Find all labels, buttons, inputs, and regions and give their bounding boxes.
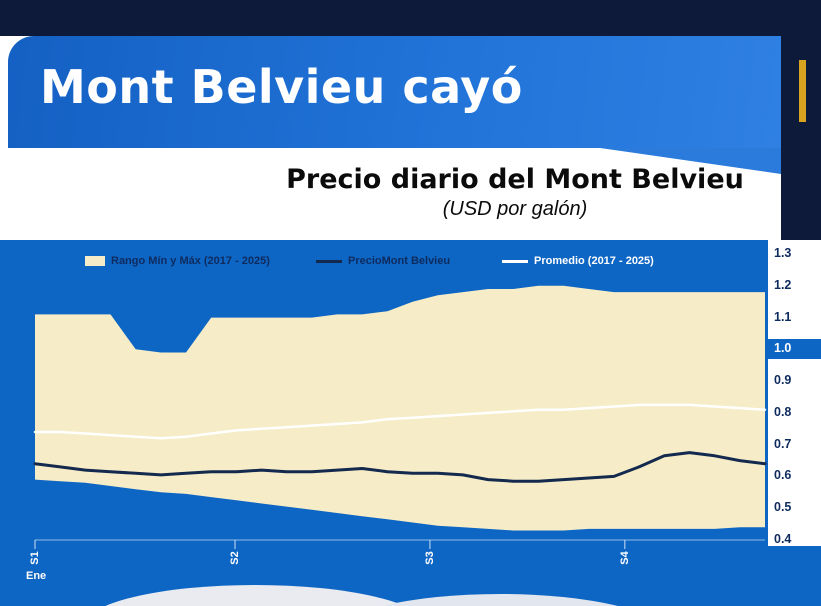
- x-tick-label: S2: [229, 551, 242, 565]
- x-tick-marks: [34, 540, 626, 549]
- y-axis-strip: [768, 240, 821, 546]
- top-bar: [0, 0, 821, 36]
- chart-area: Rango Mín y Máx (2017 - 2025) PrecioMont…: [0, 240, 821, 606]
- range-band-swatch: [85, 256, 105, 266]
- y-tick-label: 0.6: [774, 468, 792, 483]
- y-tick-label: 0.7: [774, 436, 792, 451]
- average-line: [33, 403, 767, 440]
- chart-subtitle: (USD por galón): [442, 198, 588, 220]
- legend-item-price: PrecioMont Belvieu: [316, 254, 450, 268]
- chart-heading: Precio diario del Mont Belvieu (USD por …: [210, 164, 820, 221]
- chart-title: Precio diario del Mont Belvieu: [286, 164, 744, 195]
- header-band: [8, 36, 781, 148]
- y-tick-label: 1.3: [774, 246, 792, 260]
- legend-label-range: Rango Mín y Máx (2017 - 2025): [111, 255, 270, 267]
- month-label: Ene: [26, 570, 47, 582]
- bottom-wave-decoration: [85, 585, 425, 606]
- x-tick-label: S4: [618, 551, 631, 565]
- x-tick-label: S1: [29, 551, 41, 565]
- legend-label-price: PrecioMont Belvieu: [348, 255, 451, 267]
- price-chart: [33, 285, 767, 549]
- y-tick-label: 0.4: [774, 532, 792, 546]
- slide-title: Mont Belvieu cayó: [40, 60, 523, 114]
- y-tick-label: 0.5: [774, 500, 792, 515]
- x-tick-label: S3: [423, 551, 436, 565]
- legend-item-range: Rango Mín y Máx (2017 - 2025): [85, 254, 270, 268]
- y-tick-label: 1.0: [774, 341, 792, 356]
- legend-item-average: Promedio (2017 - 2025): [502, 254, 654, 268]
- y-axis-highlight-band: [765, 339, 821, 360]
- y-tick-label: 0.9: [774, 373, 792, 388]
- y-tick-label: 1.1: [774, 309, 792, 324]
- average-line-swatch: [502, 259, 528, 263]
- legend-label-average: Promedio (2017 - 2025): [534, 255, 654, 267]
- price-line: [33, 451, 767, 483]
- y-tick-label: 0.8: [774, 404, 792, 419]
- price-line-swatch: [316, 259, 342, 263]
- range-band-area: [35, 285, 765, 531]
- yellow-accent-bar: [799, 60, 806, 122]
- y-tick-label: 1.2: [774, 277, 792, 292]
